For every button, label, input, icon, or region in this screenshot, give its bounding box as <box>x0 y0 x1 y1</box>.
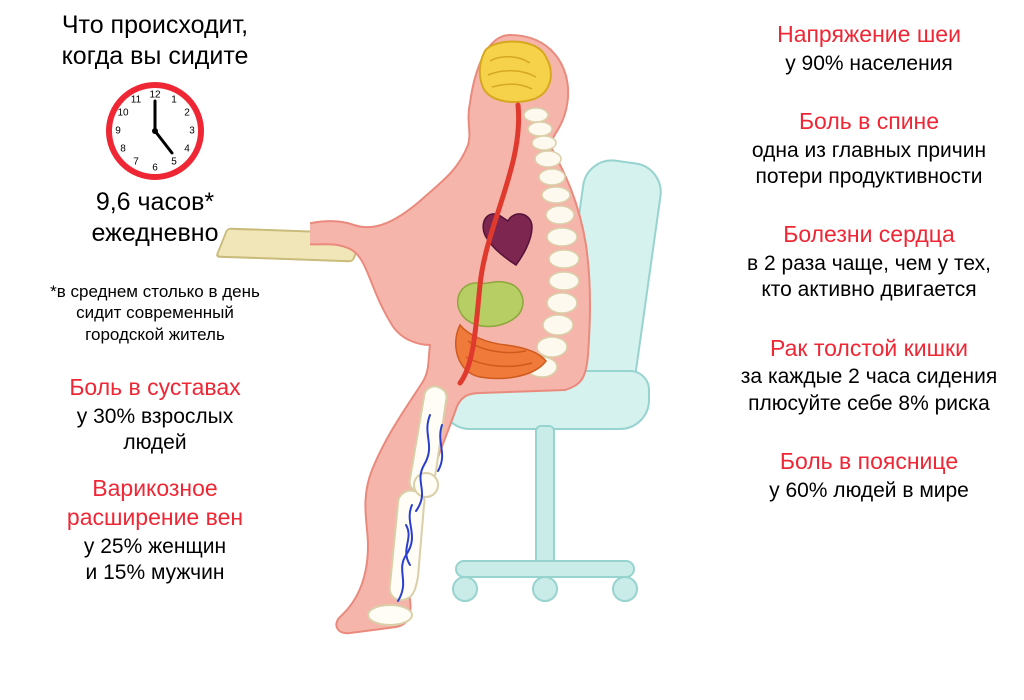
risk-varicose: Варикозное расширение вен у 25% женщин и… <box>20 474 290 586</box>
risk-title: Боль в пояснице <box>724 447 1014 476</box>
body-illustration <box>310 25 630 645</box>
left-column: Что происходит, когда вы сидите 12 1 2 3… <box>0 0 300 614</box>
footnote-line3: городской житель <box>85 325 225 344</box>
risk-desc: у 90% населения <box>724 51 1014 77</box>
risk-title: Рак толстой кишки <box>724 334 1014 363</box>
svg-text:11: 11 <box>131 94 142 105</box>
svg-text:8: 8 <box>120 143 126 154</box>
svg-text:2: 2 <box>184 107 190 118</box>
risk-desc: в 2 раза чаще, чем у тех, кто активно дв… <box>724 251 1014 304</box>
risk-desc: за каждые 2 часа сидения плюсуйте себе 8… <box>724 364 1014 417</box>
svg-text:6: 6 <box>152 162 158 173</box>
svg-text:12: 12 <box>149 89 161 100</box>
risk-colon: Рак толстой кишки за каждые 2 часа сиден… <box>724 334 1014 417</box>
risk-desc: одна из главных причин потери продуктивн… <box>724 138 1014 191</box>
headline-line2: когда вы сидите <box>62 42 249 70</box>
hours-line1: 9,6 часов* <box>96 188 214 216</box>
risk-title: Боль в спине <box>724 107 1014 136</box>
risk-joints: Боль в суставах у 30% взрослых людей <box>20 373 290 456</box>
risk-back: Боль в спине одна из главных причин поте… <box>724 107 1014 190</box>
footnote: *в среднем столько в день сидит современ… <box>20 281 290 345</box>
svg-text:3: 3 <box>189 125 195 136</box>
risk-title: Напряжение шеи <box>724 20 1014 49</box>
headline-line1: Что происходит, <box>62 11 248 39</box>
risk-title: Варикозное расширение вен <box>20 474 290 532</box>
risk-heart: Болезни сердца в 2 раза чаще, чем у тех,… <box>724 220 1014 303</box>
svg-text:4: 4 <box>184 143 190 154</box>
right-column: Напряжение шеи у 90% населения Боль в сп… <box>714 0 1024 544</box>
svg-text:1: 1 <box>171 94 177 105</box>
risk-desc: у 30% взрослых людей <box>20 404 290 457</box>
svg-text:9: 9 <box>115 125 121 136</box>
svg-text:10: 10 <box>117 107 129 118</box>
clock-icon: 12 1 2 3 4 5 6 7 8 9 10 11 <box>20 81 290 181</box>
risk-title: Болезни сердца <box>724 220 1014 249</box>
risk-desc: у 25% женщин и 15% мужчин <box>20 534 290 587</box>
footnote-line2: сидит современный <box>76 303 234 322</box>
headline: Что происходит, когда вы сидите <box>20 10 290 73</box>
risk-title: Боль в суставах <box>20 373 290 402</box>
hours-line2: ежедневно <box>92 219 219 247</box>
risk-neck: Напряжение шеи у 90% населения <box>724 20 1014 77</box>
footnote-line1: *в среднем столько в день <box>50 282 260 301</box>
risk-desc: у 60% людей в мире <box>724 478 1014 504</box>
svg-text:7: 7 <box>133 156 139 167</box>
risk-lower-back: Боль в пояснице у 60% людей в мире <box>724 447 1014 504</box>
svg-text:5: 5 <box>171 156 177 167</box>
anatomy-figure <box>280 20 710 680</box>
